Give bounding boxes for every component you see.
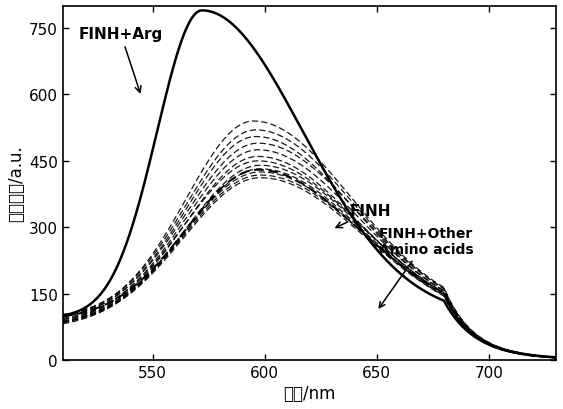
Text: FINH+Other
Amino acids: FINH+Other Amino acids <box>379 226 473 308</box>
X-axis label: 波长/nm: 波长/nm <box>283 384 336 402</box>
Y-axis label: 荧光强度/a.u.: 荧光强度/a.u. <box>7 145 25 222</box>
Text: FINH+Arg: FINH+Arg <box>79 27 163 93</box>
Text: FINH: FINH <box>336 204 391 228</box>
